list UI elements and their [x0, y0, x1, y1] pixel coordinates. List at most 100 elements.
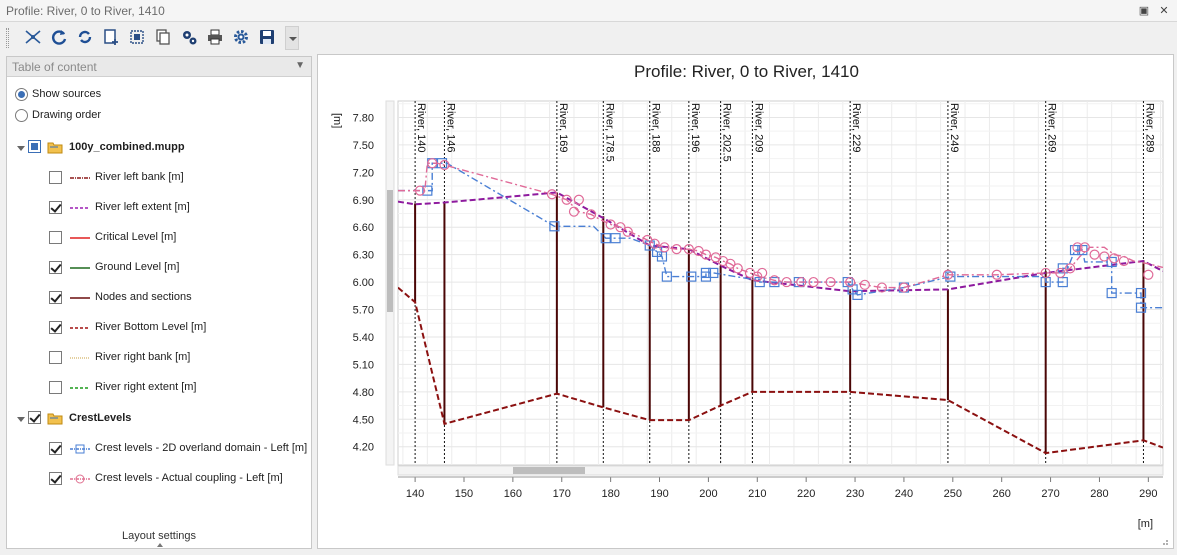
layer-checkbox[interactable] [49, 201, 62, 214]
series-marker [942, 269, 954, 280]
series-marker [439, 159, 450, 171]
series-marker [825, 276, 836, 288]
series-marker [656, 251, 668, 262]
x-tick-label: 210 [748, 488, 766, 500]
add-page-icon[interactable] [100, 26, 122, 48]
save-icon[interactable] [256, 26, 278, 48]
layer-checkbox[interactable] [49, 231, 62, 244]
legend-swatch-icon [70, 327, 90, 329]
layer-label: River left extent [m] [95, 201, 190, 213]
x-tick-label: 180 [601, 488, 619, 500]
x-tick-label: 280 [1090, 488, 1108, 500]
layer-item[interactable]: Nodes and sections [49, 290, 309, 306]
series-marker [757, 267, 768, 279]
layer-checkbox[interactable] [49, 321, 62, 334]
layer-item[interactable]: Crest levels - 2D overland domain - Left… [49, 441, 309, 457]
reload-icon[interactable] [74, 26, 96, 48]
expand-chevron-icon[interactable] [17, 417, 25, 422]
horizontal-scrollbar[interactable] [397, 465, 1164, 476]
series-marker [852, 289, 863, 300]
layer-item[interactable]: River left bank [m] [49, 170, 309, 186]
layer-item[interactable]: River left extent [m] [49, 200, 309, 216]
layer-checkbox[interactable] [49, 171, 62, 184]
x-tick-label: 230 [846, 488, 864, 500]
chart-panel: Profile: River, 0 to River, 1410 4.20 4.5… [317, 54, 1174, 549]
layout-settings-bar[interactable]: Layout settings [7, 530, 311, 548]
series-marker [1106, 287, 1117, 299]
x-tick-label: 150 [455, 488, 473, 500]
x-tick-label: 250 [944, 488, 962, 500]
node-label: River, 202.5 [721, 103, 733, 162]
layer-item[interactable]: Crest levels - Actual coupling - Left [m… [49, 471, 309, 487]
layer-checkbox[interactable] [49, 381, 62, 394]
settings-icon[interactable] [230, 26, 252, 48]
resize-grip-icon[interactable] [1161, 538, 1169, 546]
layer-checkbox[interactable] [49, 291, 62, 304]
group-checkbox-crestlevels[interactable] [28, 411, 41, 424]
pin-icon[interactable]: ▼ [295, 60, 305, 71]
panel-title: Table of content [12, 60, 97, 74]
layer-label: Ground Level [m] [95, 261, 180, 273]
y-axis-label: [m] [331, 113, 343, 128]
series-line [398, 191, 1163, 293]
y-tick-label: 5.70 [353, 305, 374, 317]
drawing-order-radio[interactable] [15, 109, 28, 122]
layer-item[interactable]: River right extent [m] [49, 380, 309, 396]
series-marker [732, 263, 743, 274]
y-tick-label: 6.30 [353, 250, 374, 262]
expand-chevron-icon[interactable] [17, 146, 25, 151]
select-icon[interactable] [126, 26, 148, 48]
network-icon[interactable] [22, 26, 44, 48]
series-marker [1118, 255, 1129, 267]
layer-item[interactable]: River right bank [m] [49, 350, 309, 366]
y-tick-label: 4.50 [353, 414, 374, 426]
y-tick-label: 7.20 [353, 167, 374, 179]
profile-chart[interactable]: 4.20 4.50 4.80 5.10 5.40 5.70 6.00 6.30 6.60 6.90… [318, 55, 1173, 548]
group-checkbox-mupp[interactable] [28, 140, 41, 153]
series-marker [644, 240, 655, 251]
series-marker [1055, 267, 1066, 279]
settings-gears-icon[interactable] [178, 26, 200, 48]
series-marker [661, 271, 672, 282]
series-marker [708, 267, 719, 279]
series-marker [1109, 253, 1120, 264]
expand-up-icon[interactable] [157, 543, 163, 547]
horizontal-scroll-thumb[interactable] [513, 467, 585, 474]
toolbar-overflow-button[interactable] [285, 26, 299, 50]
series-marker [585, 209, 597, 220]
layer-checkbox[interactable] [49, 351, 62, 364]
print-icon[interactable] [204, 26, 226, 48]
grid-lines [398, 101, 1163, 465]
vertical-scroll-thumb[interactable] [387, 190, 393, 312]
layer-item[interactable]: River Bottom Level [m] [49, 320, 309, 336]
layer-item[interactable]: Critical Level [m] [49, 230, 309, 246]
series-marker [622, 226, 633, 237]
node-label: River, 209 [752, 103, 764, 153]
series-marker [991, 269, 1002, 280]
series-marker [754, 276, 765, 288]
layer-item[interactable]: Ground Level [m] [49, 260, 309, 276]
copy-icon[interactable] [152, 26, 174, 48]
layout-settings-label: Layout settings [122, 530, 196, 542]
series-marker [1143, 269, 1154, 280]
series-marker [1057, 276, 1068, 288]
toolbar-grip[interactable] [6, 28, 9, 48]
layer-label: River right bank [m] [95, 351, 191, 363]
series-marker [725, 258, 736, 269]
show-sources-radio[interactable] [15, 88, 28, 101]
refresh-icon[interactable] [48, 26, 70, 48]
folder-icon [47, 142, 63, 154]
group-label-crestlevels: CrestLevels [69, 412, 132, 424]
series-marker [898, 282, 910, 293]
layer-checkbox[interactable] [49, 261, 62, 274]
series-line [398, 286, 1163, 455]
show-sources-label: Show sources [32, 88, 102, 100]
layer-checkbox[interactable] [49, 442, 62, 455]
restore-icon[interactable]: ▣ [1138, 5, 1150, 17]
plot-content: River, 140 River, 146 River, 169 River, 178… [398, 101, 1163, 465]
node-label: River, 178.5 [603, 103, 615, 162]
layer-checkbox[interactable] [49, 472, 62, 485]
close-icon[interactable]: ✕ [1159, 5, 1169, 17]
series-marker [605, 219, 616, 230]
series-marker [808, 276, 819, 288]
